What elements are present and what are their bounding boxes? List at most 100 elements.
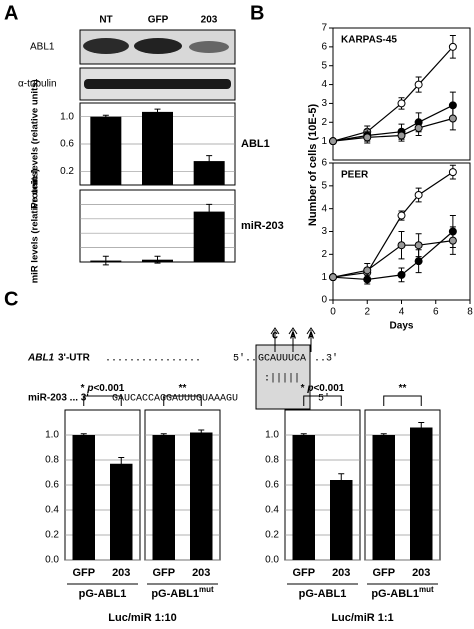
x-tick-label: GFP [152,567,175,579]
x-tick-label: 6 [433,307,439,318]
significance-label: ** [399,383,407,394]
y-tick-label: 0.0 [265,555,279,566]
annotation-part: ** [179,383,187,394]
y-tick-label: 1 [321,272,327,283]
x-tick-label: 2 [364,307,370,318]
significance-bracket [303,395,342,406]
data-point [414,241,423,250]
significance-bracket [383,395,422,406]
side-label: ABL1 [241,138,270,150]
blot-column: 203 [201,15,218,26]
condition-label: Luc/miR 1:10 [108,612,176,624]
utr-site: GCAUUUCA [258,354,306,365]
error-bar [154,255,161,264]
mir-seq: GAUCACCAGGAUUUGUAAAGU [112,394,238,405]
error-bar [206,203,213,220]
y-tick-label: 5 [321,180,327,191]
group-name: pG-ABL1 [79,588,127,600]
y-tick-label: 0.8 [45,455,59,466]
annotation-part: p [86,383,93,394]
error-bar [198,429,205,436]
error-bar [118,457,125,471]
y-tick-label: 1.0 [265,430,279,441]
data-point [448,168,457,177]
chart-title: KARPAS-45 [341,35,397,46]
error-bar [300,433,307,437]
bar [72,435,95,560]
error-bar [418,422,425,433]
group-name: pG-ABL1 [299,588,347,600]
significance-bracket [163,395,202,406]
data-point [414,257,423,266]
x-tick-label: 0 [330,307,336,318]
y-tick-label: 0.4 [45,505,59,516]
annotation-part: p [306,383,313,394]
y-tick-label: 6 [321,41,327,52]
y-tick-label: 0.6 [265,480,279,491]
bar [193,211,225,262]
data-point [448,236,457,245]
utr-dots: ................ [105,354,201,365]
condition-label: Luc/miR 1:1 [331,612,393,624]
annotation-part: * [301,383,308,394]
data-point [448,114,457,123]
bar [190,432,213,560]
chart-title: PEER [341,170,369,181]
panel-label: B [250,2,264,24]
y-tick-label: 0.6 [45,480,59,491]
y-tick-label: 1 [321,136,327,147]
y-axis-label: miR levels (relative units) [30,169,41,284]
data-point [363,133,372,142]
y-tick-label: 7 [321,23,327,34]
y-tick-label: 2 [321,249,327,260]
error-bar [160,433,167,437]
mir-label: miR-203 ... 3' [28,393,89,404]
mir-5: 5' [318,393,330,405]
y-tick-label: 0 [321,295,327,306]
y-tick-label: 6 [321,158,327,169]
y-tick-label: 1.0 [45,430,59,441]
y-tick-label: 0.2 [45,530,59,541]
x-tick-label: 8 [467,307,473,318]
blot-row: ABL1 [30,42,55,53]
bar [193,161,225,185]
x-axis-label: Days [390,321,414,332]
data-point [329,273,337,282]
significance-label: * p<0.001 [81,383,125,394]
y-tick-label: 3 [321,98,327,109]
panel-label: C [4,288,18,310]
annotation-part: <0.001 [313,383,344,394]
y-tick-label: 0.8 [265,455,279,466]
sequence-diagram: C A A ABL1 3'-UTR ................ 5'.. … [27,327,338,410]
bar [410,427,433,560]
x-tick-label: 4 [399,307,405,318]
data-point [363,266,372,275]
utr-gene: ABL1 [27,353,55,364]
error-bar [102,255,109,266]
group-sup: mut [419,585,434,594]
error-bar [338,473,345,487]
utr-label: 3'-UTR [58,353,91,364]
data-point [414,80,423,89]
group-name: pG-ABL1 [151,588,199,600]
y-tick-label: 4 [321,79,327,90]
blot-column: NT [99,15,112,26]
error-bar [154,108,161,116]
y-tick-label: 0.4 [265,505,279,516]
data-point [397,241,406,250]
y-tick-label: 0.6 [60,139,74,150]
group-label: pG-ABL1 [79,588,127,600]
group-label: pG-ABL1 [299,588,347,600]
error-bar [102,114,109,119]
bar [292,435,315,560]
panel-label: A [4,2,18,24]
bar [110,463,133,560]
x-tick-label: GFP [72,567,95,579]
y-tick-label: 2 [321,117,327,128]
data-point [397,270,406,279]
y-tick-label: 4 [321,203,327,214]
annotation-part: * [81,383,88,394]
x-tick-label: GFP [372,567,395,579]
y-tick-label: 3 [321,226,327,237]
